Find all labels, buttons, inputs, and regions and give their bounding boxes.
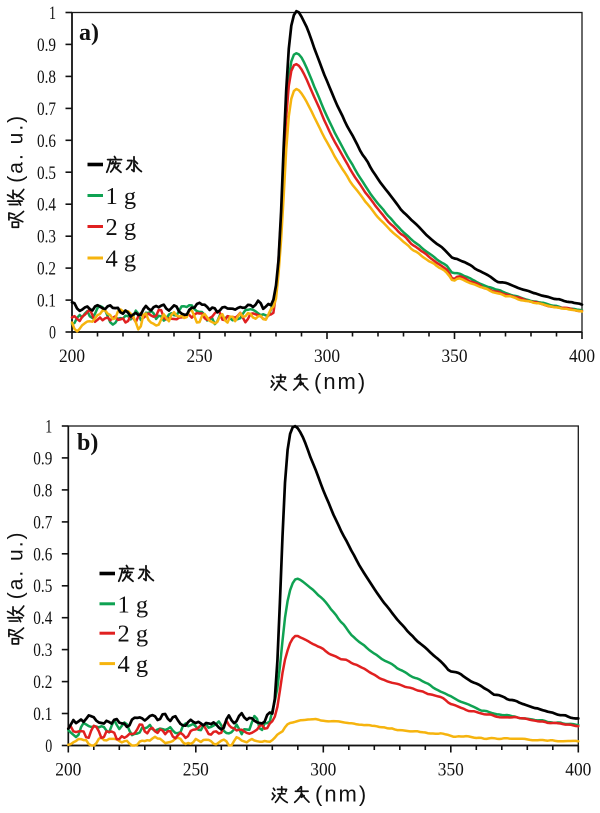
svg-text:0.4: 0.4 — [33, 608, 52, 629]
svg-text:4 g: 4 g — [106, 246, 137, 273]
svg-text:2 g: 2 g — [118, 621, 149, 648]
svg-text:1 g: 1 g — [118, 591, 149, 618]
svg-text:b): b) — [77, 430, 98, 456]
svg-text:0: 0 — [45, 736, 52, 757]
svg-text:350: 350 — [438, 760, 464, 781]
svg-text:300: 300 — [314, 346, 340, 367]
svg-text:200: 200 — [59, 346, 85, 367]
svg-text:350: 350 — [442, 346, 468, 367]
svg-text:0.5: 0.5 — [33, 576, 52, 597]
svg-text:0.6: 0.6 — [33, 544, 52, 565]
svg-text:0.9: 0.9 — [33, 448, 52, 469]
svg-text:0.5: 0.5 — [37, 163, 56, 184]
svg-text:0.2: 0.2 — [33, 672, 52, 693]
svg-text:0.1: 0.1 — [37, 291, 56, 312]
svg-text:250: 250 — [183, 760, 209, 781]
svg-text:0.7: 0.7 — [33, 512, 52, 533]
svg-text:0.8: 0.8 — [37, 67, 56, 88]
svg-text:0.7: 0.7 — [37, 99, 56, 120]
svg-text:0: 0 — [49, 323, 56, 344]
svg-text:(a. u.): (a. u.) — [4, 114, 27, 183]
svg-text:(nm): (nm) — [314, 369, 367, 394]
svg-text:4 g: 4 g — [118, 651, 149, 678]
svg-text:0.9: 0.9 — [37, 35, 56, 56]
svg-text:300: 300 — [310, 760, 336, 781]
svg-text:200: 200 — [55, 760, 81, 781]
svg-text:2 g: 2 g — [106, 214, 137, 241]
svg-text:(a. u.): (a. u.) — [4, 530, 27, 599]
svg-text:0.3: 0.3 — [37, 227, 56, 248]
svg-text:250: 250 — [187, 346, 213, 367]
svg-text:(nm): (nm) — [315, 782, 368, 807]
svg-text:400: 400 — [565, 760, 591, 781]
svg-text:1 g: 1 g — [106, 183, 137, 210]
svg-text:400: 400 — [569, 346, 595, 367]
svg-text:0.1: 0.1 — [33, 704, 52, 725]
svg-text:a): a) — [79, 20, 99, 46]
svg-text:0.8: 0.8 — [33, 480, 52, 501]
svg-text:0.6: 0.6 — [37, 131, 56, 152]
svg-text:0.3: 0.3 — [33, 640, 52, 661]
svg-text:1: 1 — [45, 417, 52, 438]
svg-text:0.4: 0.4 — [37, 195, 56, 216]
svg-text:0.2: 0.2 — [37, 259, 56, 280]
svg-text:1: 1 — [49, 3, 56, 24]
